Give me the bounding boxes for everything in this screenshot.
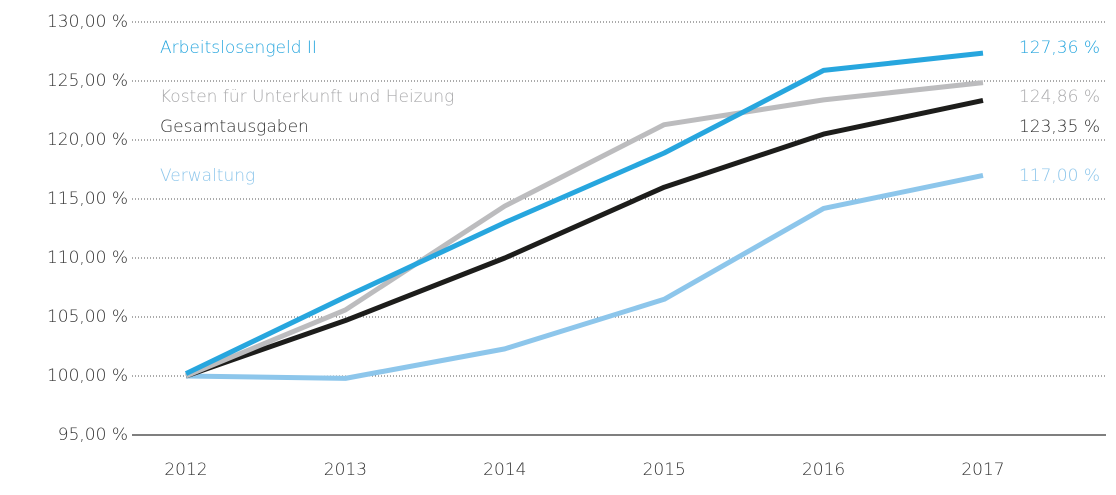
y-tick-label: 130,00 %: [47, 12, 128, 32]
x-tick-label: 2014: [483, 460, 526, 480]
legend-label: Gesamtausgaben: [160, 117, 309, 137]
value-label: 117,00 %: [1019, 166, 1100, 186]
y-tick-label: 115,00 %: [47, 189, 128, 209]
value-label: 123,35 %: [1019, 117, 1100, 137]
series-line: [185, 172, 984, 381]
x-tick-label: 2015: [643, 460, 686, 480]
y-tick-label: 105,00 %: [47, 307, 128, 327]
series-line: [185, 98, 984, 379]
legend-label: Kosten für Unterkunft und Heizung: [160, 87, 454, 107]
series-line: [185, 80, 984, 379]
series-line: [184, 50, 984, 376]
value-label: 124,86 %: [1019, 87, 1100, 107]
legend-label: Verwaltung: [160, 166, 255, 186]
legend-label: Arbeitslosengeld II: [160, 38, 317, 58]
value-label: 127,36 %: [1019, 38, 1100, 58]
x-tick-label: 2017: [961, 460, 1004, 480]
y-tick-label: 120,00 %: [47, 130, 128, 150]
y-tick-label: 95,00 %: [58, 425, 128, 445]
x-tick-label: 2012: [164, 460, 207, 480]
x-tick-label: 2016: [802, 460, 845, 480]
y-tick-label: 100,00 %: [47, 366, 128, 386]
y-tick-label: 110,00 %: [47, 248, 128, 268]
y-tick-label: 125,00 %: [47, 71, 128, 91]
x-tick-label: 2013: [324, 460, 367, 480]
